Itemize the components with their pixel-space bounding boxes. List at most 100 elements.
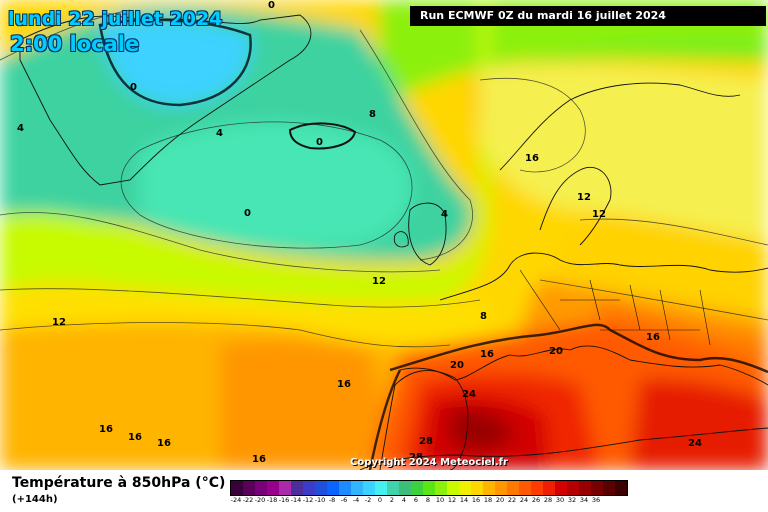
legend-tick-label: 4 [401,496,407,504]
lead-time-label: (+144h) [12,494,58,505]
isotherm-label: 12 [52,317,66,328]
isotherm-label: 16 [337,379,351,390]
legend-swatch [363,481,375,495]
map-footer: Température à 850hPa (°C) (+144h) -24 -22… [0,470,768,512]
legend-tick-label: 32 [567,496,577,504]
legend-tick-label: -22 [242,496,254,504]
legend-tick-label: -24 [230,496,242,504]
legend-tick-label: 2 [389,496,395,504]
isotherm-lines [0,9,768,470]
legend-tick-label: 18 [483,496,493,504]
isotherm-label: 20 [549,346,563,357]
legend-tick-label: 28 [543,496,553,504]
legend-tick-label: -2 [364,496,372,504]
legend-swatch [411,481,423,495]
legend-swatch [591,481,603,495]
legend-swatch [603,481,615,495]
isotherm-label: 16 [157,438,171,449]
isotherm-label: 16 [646,332,660,343]
legend-swatch [231,481,243,495]
isotherm-labels: 0 0 4 4 8 0 0 4 12 12 16 12 12 8 16 20 2… [17,0,702,465]
copyright-text: Copyright 2024 Meteociel.fr [350,457,508,468]
legend-tick-label: 6 [413,496,419,504]
isotherm-label: 4 [17,123,24,134]
legend-swatch [339,481,351,495]
isotherm-label: 16 [252,454,266,465]
legend-tick-label: 22 [507,496,517,504]
legend-swatch [315,481,327,495]
isotherm-label: 12 [577,192,591,203]
isotherm-label: 0 [244,208,251,219]
legend-swatch [483,481,495,495]
legend-swatch [267,481,279,495]
legend-swatches [230,480,628,496]
isotherm-label: 28 [419,436,433,447]
isotherm-label: 4 [216,128,223,139]
legend-ticks: -24 -22 -20 -18 -16 -14 -12 -10 -8 -6 -4 -2 0 2 4 6 8 10 1… [230,496,628,504]
legend-swatch [519,481,531,495]
legend-tick-label: -4 [352,496,360,504]
legend-swatch [291,481,303,495]
isotherm-label: 16 [480,349,494,360]
legend-swatch [555,481,567,495]
legend-tick-label: 8 [425,496,431,504]
country-borders [519,269,711,346]
iberia-coast [379,370,469,470]
isotherm-label: 8 [369,109,376,120]
legend-tick-label: -6 [340,496,348,504]
legend-swatch [579,481,591,495]
isotherm-label: 4 [441,209,448,220]
legend-swatch [387,481,399,495]
isotherm-label: 16 [128,432,142,443]
forecast-date: lundi 22 juillet 2024 [8,8,223,30]
legend-swatch [351,481,363,495]
temperature-map: 0 0 4 4 8 0 0 4 12 12 16 12 12 8 16 20 2… [0,0,768,470]
legend-swatch [255,481,267,495]
isotherm-label: 28 [409,452,423,463]
legend-swatch [531,481,543,495]
legend-swatch [375,481,387,495]
legend-tick-label: -8 [328,496,336,504]
legend-tick-label: -10 [314,496,326,504]
isotherm-label: 0 [316,137,323,148]
legend-swatch [399,481,411,495]
legend-tick-label: 30 [555,496,565,504]
parameter-label: Température à 850hPa (°C) [12,475,226,491]
legend-tick-label: -14 [290,496,302,504]
legend-swatch [495,481,507,495]
isotherm-label: 20 [450,360,464,371]
legend-tick-label: -16 [278,496,290,504]
legend-tick-label: -12 [302,496,314,504]
color-legend: -24 -22 -20 -18 -16 -14 -12 -10 -8 -6 -4 -2 0 2 4 6 8 10 1… [230,480,628,510]
coastlines [19,14,768,470]
legend-swatch [543,481,555,495]
legend-tick-label: 20 [495,496,505,504]
isotherm-label: 8 [480,311,487,322]
legend-tick-label: -20 [254,496,266,504]
legend-swatch [615,481,627,495]
africa-coast [359,427,768,470]
europe-coast [399,252,768,386]
legend-tick-label: 0 [377,496,383,504]
legend-tick-label: 12 [447,496,457,504]
isotherm-label: 0 [268,0,275,11]
legend-swatch [567,481,579,495]
isotherm-label: 16 [99,424,113,435]
isotherm-label: 12 [592,209,606,220]
legend-swatch [435,481,447,495]
legend-swatch [507,481,519,495]
british-isles-coast [393,202,447,266]
legend-tick-label: 16 [471,496,481,504]
legend-swatch [303,481,315,495]
isotherm-label: 12 [372,276,386,287]
legend-swatch [327,481,339,495]
isotherm-label: 0 [130,82,137,93]
legend-tick-label: 10 [435,496,445,504]
isotherm-label: 16 [525,153,539,164]
isotherm-label: 24 [688,438,702,449]
iceland-coast [288,122,357,150]
legend-tick-label: 14 [459,496,469,504]
forecast-time: 2:00 locale [10,32,140,56]
legend-tick-label: 26 [531,496,541,504]
legend-swatch [471,481,483,495]
